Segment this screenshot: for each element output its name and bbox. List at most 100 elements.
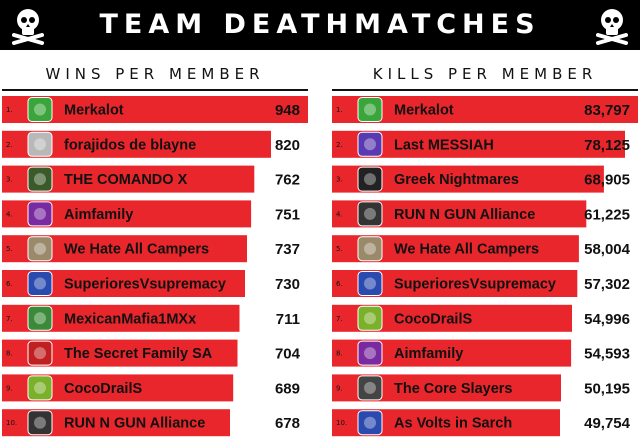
member-name: Aimfamily xyxy=(64,207,133,223)
member-name: The Core Slayers xyxy=(394,381,512,397)
rank-label: 4. xyxy=(336,210,343,218)
rank-label: 5. xyxy=(336,245,343,253)
value-label: 83,797 xyxy=(584,102,630,119)
value-label: 61,225 xyxy=(584,206,630,223)
red-black-emblem-icon xyxy=(27,340,53,366)
purple-emblem-icon xyxy=(27,201,53,227)
kills-title-underline xyxy=(332,89,638,91)
value-label: 54,593 xyxy=(584,346,630,363)
shield-emblem-icon xyxy=(27,236,53,262)
rank-label: 10. xyxy=(6,419,17,427)
skull-emblem-icon xyxy=(357,166,383,192)
icon-detail xyxy=(34,381,46,394)
icon-detail xyxy=(34,277,46,290)
merk-logo-icon xyxy=(27,97,53,122)
bar xyxy=(2,96,308,123)
icon-detail xyxy=(34,173,46,186)
blue-eagle-emblem-icon xyxy=(27,271,53,296)
rank-label: 10. xyxy=(336,419,347,427)
icon-detail xyxy=(34,312,46,325)
icon-detail xyxy=(364,347,376,360)
value-label: 78,125 xyxy=(584,137,630,154)
wins-title-underline xyxy=(2,89,308,91)
gorilla-emblem-icon xyxy=(27,410,53,436)
wins-chart-title: WINS PER MEMBER xyxy=(45,65,265,83)
member-name: Last MESSIAH xyxy=(394,137,494,153)
member-name: We Hate All Campers xyxy=(64,242,209,258)
soldier-emblem-icon xyxy=(27,166,53,192)
rank-label: 1. xyxy=(336,106,343,114)
wins-per-member-chart: 1. Merkalot 948 2. forajidos de blayne 820 3. T… xyxy=(2,96,308,437)
rank-label: 8. xyxy=(6,350,13,358)
member-name: RUN N GUN Alliance xyxy=(394,207,535,223)
icon-detail xyxy=(364,242,376,255)
member-name: SuperioresVsupremacy xyxy=(394,277,556,293)
rank-label: 7. xyxy=(336,315,343,323)
member-name: SuperioresVsupremacy xyxy=(64,277,226,293)
merk-logo-icon xyxy=(357,97,383,122)
member-name: Merkalot xyxy=(64,103,124,119)
kills-chart-title: KILLS PER MEMBER xyxy=(372,65,598,83)
member-name: forajidos de blayne xyxy=(64,137,196,153)
value-label: 49,754 xyxy=(584,415,631,432)
member-name: As Volts in Sarch xyxy=(394,416,512,432)
value-label: 704 xyxy=(275,346,301,363)
member-name: CocoDrailS xyxy=(394,311,472,327)
blue-skull-emblem-icon xyxy=(357,410,383,436)
mexico-flag-emblem-icon xyxy=(27,305,53,331)
icon-detail xyxy=(364,207,376,220)
value-label: 58,004 xyxy=(584,241,631,258)
rank-label: 3. xyxy=(6,176,13,184)
value-label: 57,302 xyxy=(584,276,630,293)
member-name: Greek Nightmares xyxy=(394,172,519,188)
value-label: 68,905 xyxy=(584,172,630,189)
icon-detail xyxy=(364,173,376,186)
blue-eagle-emblem-icon xyxy=(357,271,383,296)
member-name: RUN N GUN Alliance xyxy=(64,416,205,432)
rank-label: 7. xyxy=(6,315,13,323)
value-label: 948 xyxy=(275,102,300,119)
purple-emblem-icon xyxy=(357,340,383,366)
title-banner xyxy=(0,0,640,50)
icon-detail xyxy=(34,207,46,220)
skull-crossbones-icon xyxy=(12,9,44,45)
value-label: 54,996 xyxy=(584,311,630,328)
skull-emblem-icon xyxy=(357,375,383,401)
rank-label: 8. xyxy=(336,350,343,358)
icon-detail xyxy=(364,312,376,325)
rank-label: 6. xyxy=(6,280,13,288)
icon-detail xyxy=(34,138,46,151)
rank-label: 1. xyxy=(6,106,13,114)
rank-label: 3. xyxy=(336,176,343,184)
value-label: 820 xyxy=(275,137,300,154)
rank-label: 5. xyxy=(6,245,13,253)
page-title: TEAM DEATHMATCHES xyxy=(99,9,541,40)
kills-per-member-chart: 1. Merkalot 83,797 2. Last MESSIAH 78,125 3. Gr… xyxy=(332,96,638,437)
member-name: The Secret Family SA xyxy=(64,346,213,362)
rank-label: 2. xyxy=(336,141,343,149)
icon-detail xyxy=(364,138,376,151)
value-label: 50,195 xyxy=(584,380,630,397)
crocodile-emblem-icon xyxy=(27,375,53,401)
member-name: Aimfamily xyxy=(394,346,463,362)
member-name: MexicanMafia1MXx xyxy=(64,311,196,327)
icon-detail xyxy=(34,103,46,116)
icon-detail xyxy=(364,277,376,290)
rank-label: 9. xyxy=(6,384,13,392)
rank-label: 2. xyxy=(6,141,13,149)
icon-detail xyxy=(364,381,376,394)
member-name: THE COMANDO X xyxy=(64,172,188,188)
emblem-icon xyxy=(27,131,53,157)
value-label: 762 xyxy=(275,172,300,189)
icon-detail xyxy=(364,416,376,429)
icon-detail xyxy=(34,416,46,429)
shield-emblem-icon xyxy=(357,236,383,262)
icon-detail xyxy=(364,103,376,116)
skull-crossbones-icon xyxy=(596,9,628,45)
rank-label: 4. xyxy=(6,210,13,218)
icon-detail xyxy=(34,347,46,360)
bar xyxy=(332,96,638,123)
value-label: 711 xyxy=(276,311,300,328)
gorilla-emblem-icon xyxy=(357,201,383,227)
value-label: 751 xyxy=(275,206,300,223)
